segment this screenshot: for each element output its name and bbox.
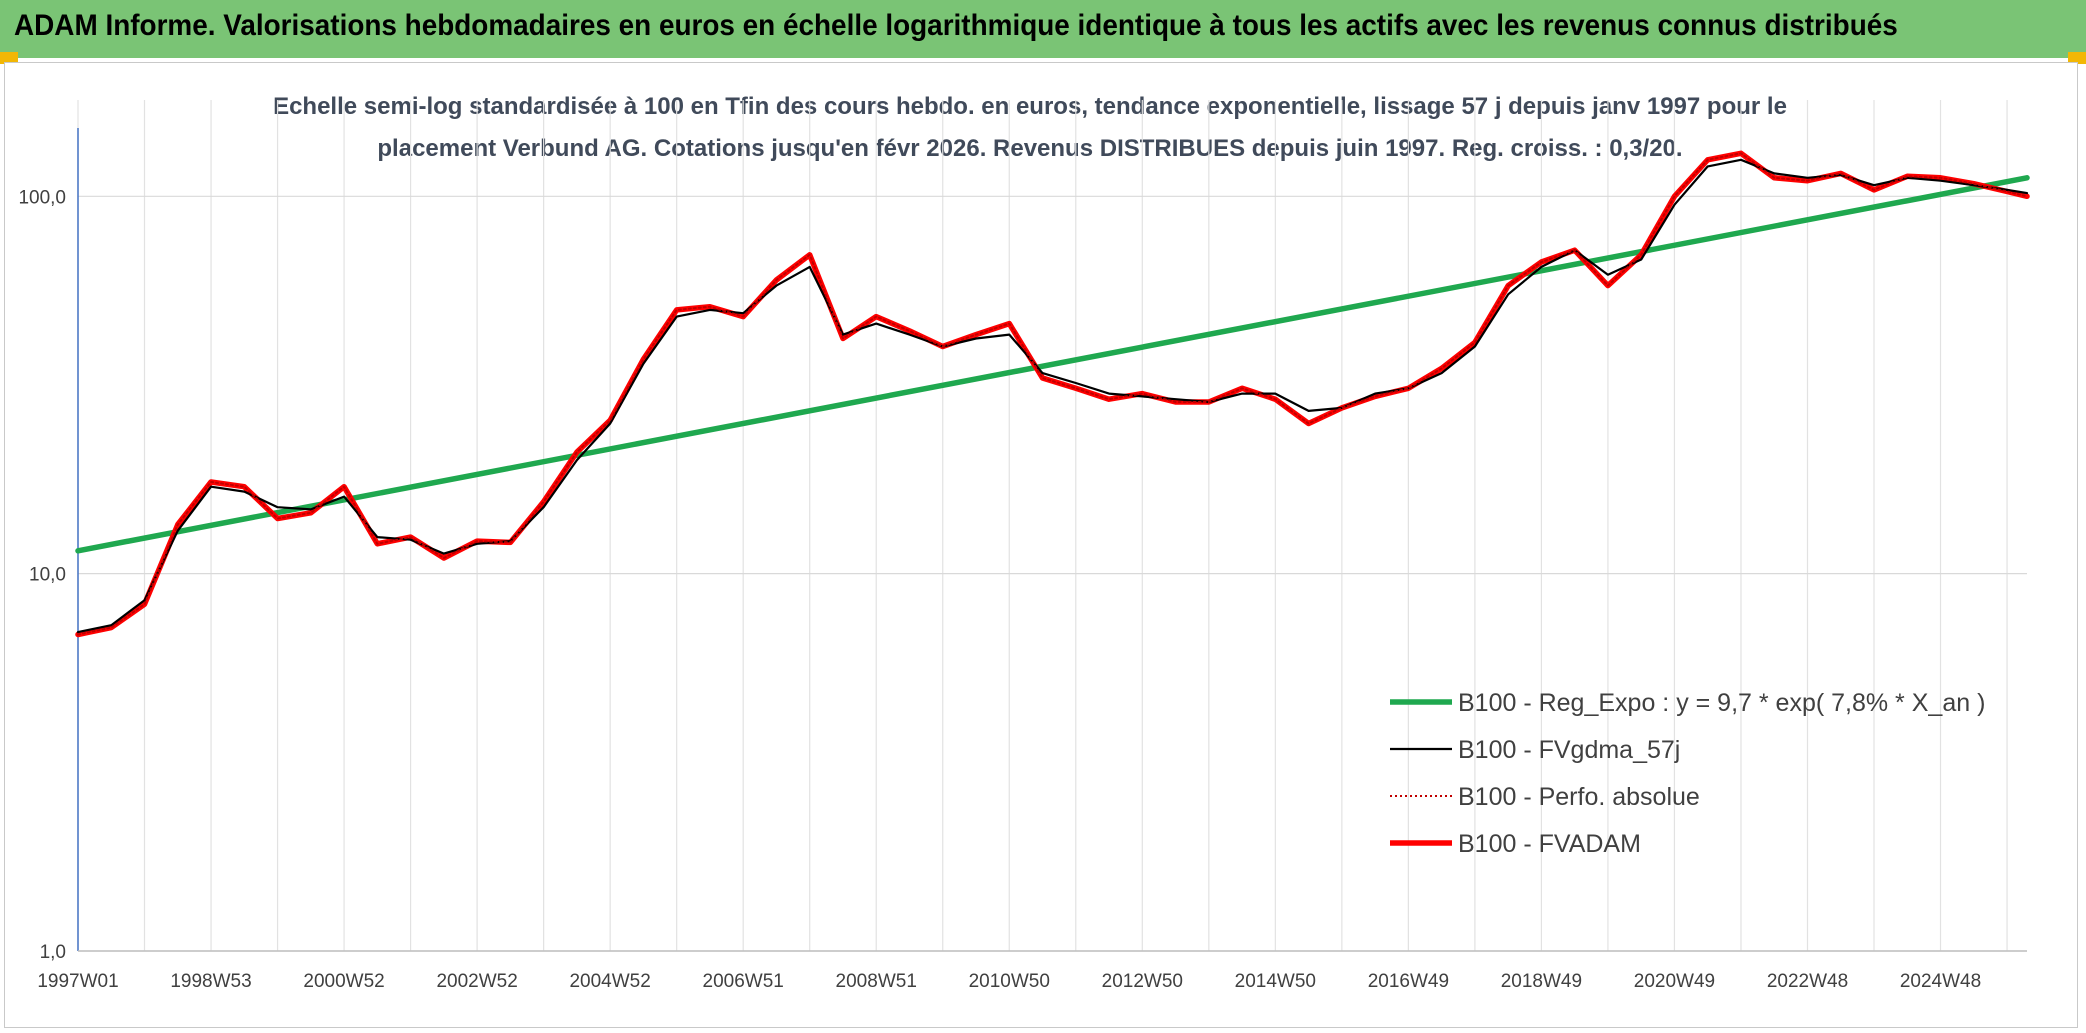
y-tick-label: 10,0 <box>29 565 66 586</box>
header-banner: ADAM Informe. Valorisations hebdomadaire… <box>0 0 2086 58</box>
x-tick-label: 2022W48 <box>1767 971 1848 992</box>
legend-label: B100 - Perfo. absolue <box>1458 783 1700 811</box>
chart-title: Echelle semi-log standardisée à 100 en T… <box>200 86 1860 170</box>
series-line-2 <box>76 158 2029 634</box>
series-line-3 <box>77 152 2028 636</box>
x-tick-label: 2002W52 <box>436 971 517 992</box>
legend-label: B100 - Reg_Expo : y = 9,7 * exp( 7,8% * … <box>1458 689 1985 717</box>
banner-title: ADAM Informe. Valorisations hebdomadaire… <box>14 9 1898 42</box>
series-line-4 <box>75 150 2030 638</box>
corner-marker-left <box>0 52 18 64</box>
x-tick-label: 2016W49 <box>1368 971 1449 992</box>
y-tick-label: 100,0 <box>18 187 66 208</box>
x-tick-label: 2018W49 <box>1501 971 1582 992</box>
x-tick-label: 2014W50 <box>1235 971 1316 992</box>
gridlines-horizontal <box>78 195 2027 952</box>
x-tick-label: 1997W01 <box>37 971 118 992</box>
x-tick-label: 2006W51 <box>703 971 784 992</box>
x-tick-label: 2000W52 <box>303 971 384 992</box>
corner-marker-right <box>2068 52 2086 64</box>
x-tick-label: 2024W48 <box>1900 971 1981 992</box>
y-tick-label: 1,0 <box>40 942 66 963</box>
x-tick-label: 2012W50 <box>1102 971 1183 992</box>
gridlines-vertical <box>77 100 2008 951</box>
x-tick-label: 2020W49 <box>1634 971 1715 992</box>
legend-label: B100 - FVADAM <box>1458 830 1641 858</box>
legend-label: B100 - FVgdma_57j <box>1458 736 1680 764</box>
x-tick-label: 1998W53 <box>170 971 251 992</box>
series-line-1 <box>75 175 2030 554</box>
x-tick-label: 2010W50 <box>969 971 1050 992</box>
chart-title-line-1: Echelle semi-log standardisée à 100 en T… <box>273 93 1787 120</box>
x-tick-label: 2004W52 <box>569 971 650 992</box>
chart-frame <box>4 62 2078 1028</box>
chart-title-line-2: placement Verbund AG. Cotations jusqu'en… <box>377 135 1683 162</box>
legend: B100 - Reg_Expo : y = 9,7 * exp( 7,8% * … <box>1390 689 1985 858</box>
x-tick-label: 2008W51 <box>836 971 917 992</box>
